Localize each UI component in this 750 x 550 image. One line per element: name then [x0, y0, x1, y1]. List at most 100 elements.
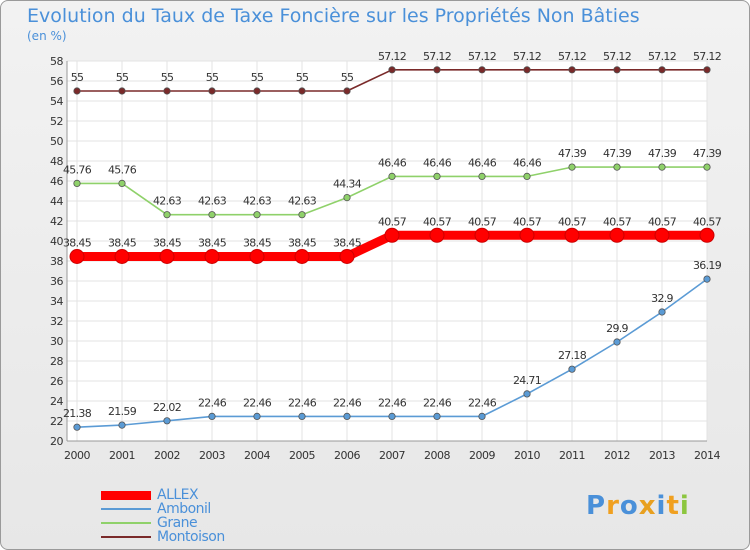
data-point-grane [388, 172, 396, 180]
y-unit-label: (en %) [27, 29, 67, 43]
data-point-grane [298, 211, 306, 219]
data-label-ambonil: 22.46 [423, 396, 452, 409]
legend-label: Ambonil [157, 501, 211, 517]
x-tick-label: 2001 [109, 449, 135, 462]
data-label-allex: 40.57 [648, 215, 677, 228]
logo-letter: o [619, 491, 639, 521]
legend-swatch [101, 522, 151, 524]
data-label-montoison: 55 [71, 71, 84, 84]
data-point-allex [564, 227, 580, 243]
data-point-ambonil [118, 421, 126, 429]
data-label-ambonil: 21.59 [108, 405, 137, 418]
y-tick-label: 34 [50, 295, 63, 308]
data-label-allex: 38.45 [108, 237, 137, 250]
data-label-grane: 47.39 [648, 147, 677, 160]
legend: ALLEX Ambonil Grane Montoison [101, 487, 301, 545]
proxiti-logo: Proxiti [586, 491, 690, 521]
data-point-montoison [73, 87, 81, 95]
data-point-grane [208, 211, 216, 219]
data-point-montoison [298, 87, 306, 95]
data-label-grane: 42.63 [153, 195, 182, 208]
plot-area [67, 61, 707, 441]
data-point-montoison [163, 87, 171, 95]
data-point-ambonil [73, 423, 81, 431]
x-tick-label: 2013 [649, 449, 675, 462]
legend-swatch [101, 490, 151, 500]
data-label-ambonil: 21.38 [63, 407, 92, 420]
x-tick-label: 2009 [469, 449, 495, 462]
x-tick-label: 2010 [514, 449, 540, 462]
data-point-ambonil [613, 338, 621, 346]
y-tick-label: 28 [50, 355, 63, 368]
y-tick-label: 32 [50, 315, 63, 328]
data-label-grane: 46.46 [378, 156, 407, 169]
data-label-ambonil: 22.46 [468, 396, 497, 409]
data-label-montoison: 57.12 [648, 50, 676, 63]
data-point-allex [699, 227, 715, 243]
x-tick-label: 2004 [244, 449, 270, 462]
data-label-montoison: 57.12 [468, 50, 496, 63]
data-point-montoison [523, 66, 531, 74]
data-point-allex [204, 249, 220, 264]
data-label-allex: 38.45 [243, 237, 272, 250]
data-label-ambonil: 22.46 [198, 396, 227, 409]
data-label-grane: 44.34 [333, 178, 362, 191]
data-point-ambonil [208, 412, 216, 420]
y-tick-label: 22 [50, 415, 63, 428]
data-label-ambonil: 24.71 [513, 374, 541, 387]
legend-item-grane: Grane [101, 515, 301, 531]
data-point-grane [73, 179, 81, 187]
data-label-montoison: 55 [251, 71, 264, 84]
data-point-allex [159, 249, 175, 264]
y-tick-label: 36 [50, 275, 63, 288]
data-point-ambonil [568, 365, 576, 373]
legend-label: Grane [157, 515, 198, 531]
data-label-grane: 45.76 [63, 163, 92, 176]
data-point-grane [568, 163, 576, 171]
data-point-allex [609, 227, 625, 243]
data-label-montoison: 57.12 [693, 50, 721, 63]
data-point-grane [118, 179, 126, 187]
x-tick-label: 2002 [154, 449, 180, 462]
data-point-allex [519, 227, 535, 243]
y-tick-label: 56 [50, 75, 63, 88]
data-label-allex: 38.45 [198, 237, 227, 250]
data-label-ambonil: 22.46 [333, 396, 362, 409]
data-label-allex: 38.45 [288, 237, 317, 250]
data-point-ambonil [523, 390, 531, 398]
data-point-montoison [658, 66, 666, 74]
data-label-grane: 42.63 [243, 195, 272, 208]
data-label-montoison: 57.12 [378, 50, 406, 63]
logo-letter: P [586, 491, 607, 521]
data-label-ambonil: 36.19 [693, 259, 722, 272]
data-point-allex [474, 227, 490, 243]
data-label-montoison: 55 [341, 71, 354, 84]
data-label-ambonil: 32.9 [651, 292, 673, 305]
data-point-montoison [568, 66, 576, 74]
data-label-grane: 47.39 [693, 147, 722, 160]
legend-item-montoison: Montoison [101, 529, 301, 545]
data-point-grane [433, 172, 441, 180]
data-point-ambonil [343, 412, 351, 420]
data-point-allex [429, 227, 445, 243]
data-label-montoison: 55 [161, 71, 174, 84]
data-label-montoison: 55 [206, 71, 219, 84]
data-point-ambonil [388, 412, 396, 420]
x-tick-label: 2005 [289, 449, 315, 462]
data-label-allex: 40.57 [513, 215, 542, 228]
legend-swatch [101, 508, 151, 510]
data-point-grane [478, 172, 486, 180]
data-point-allex [339, 249, 355, 264]
logo-letter: t [666, 491, 680, 521]
data-label-grane: 42.63 [198, 195, 227, 208]
data-point-grane [163, 211, 171, 219]
data-label-grane: 46.46 [513, 156, 542, 169]
data-label-allex: 40.57 [378, 215, 407, 228]
data-point-ambonil [163, 417, 171, 425]
y-tick-label: 50 [50, 135, 63, 148]
data-label-montoison: 57.12 [603, 50, 631, 63]
data-point-montoison [703, 66, 711, 74]
data-label-allex: 40.57 [423, 215, 452, 228]
